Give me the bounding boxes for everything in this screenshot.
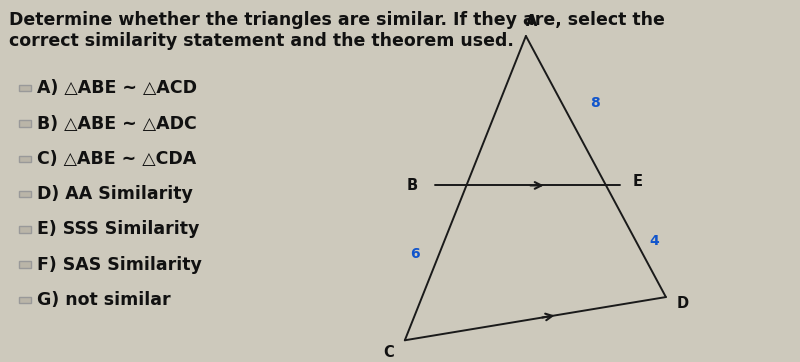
- Text: 4: 4: [650, 234, 659, 248]
- Bar: [19, 85, 31, 91]
- Bar: [19, 191, 31, 197]
- Text: F) SAS Similarity: F) SAS Similarity: [37, 256, 202, 274]
- Text: D: D: [677, 296, 689, 311]
- Text: D) AA Similarity: D) AA Similarity: [37, 185, 193, 203]
- Text: 8: 8: [590, 96, 600, 110]
- Bar: [19, 297, 31, 303]
- Text: C) △ABE ~ △CDA: C) △ABE ~ △CDA: [37, 150, 196, 168]
- Text: G) not similar: G) not similar: [37, 291, 170, 309]
- Text: C: C: [383, 345, 394, 361]
- Text: Determine whether the triangles are similar. If they are, select the
correct sim: Determine whether the triangles are simi…: [9, 11, 665, 50]
- Bar: [19, 120, 31, 127]
- Text: A) △ABE ~ △ACD: A) △ABE ~ △ACD: [37, 79, 197, 97]
- Text: E: E: [632, 174, 642, 189]
- Text: B) △ABE ~ △ADC: B) △ABE ~ △ADC: [37, 114, 197, 132]
- Text: E) SSS Similarity: E) SSS Similarity: [37, 220, 199, 238]
- Text: A: A: [526, 14, 538, 29]
- Bar: [19, 261, 31, 268]
- Bar: [19, 226, 31, 232]
- Bar: [19, 156, 31, 162]
- Text: 6: 6: [410, 247, 419, 261]
- Text: B: B: [407, 178, 418, 193]
